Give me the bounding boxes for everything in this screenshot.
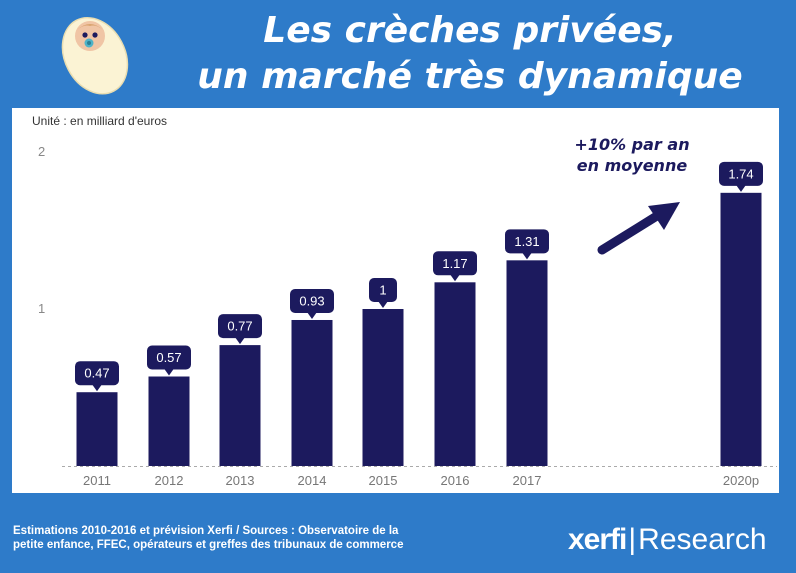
y-tick-label: 2 — [38, 144, 46, 159]
value-label-bubble — [218, 314, 262, 339]
bar — [720, 192, 762, 466]
chart-title: Les crèches privées, un marché très dyna… — [150, 8, 790, 100]
brand-part-2: Research — [638, 523, 767, 556]
value-label-pointer — [307, 311, 317, 319]
source-note: Estimations 2010-2016 et prévision Xerfi… — [13, 524, 453, 552]
value-label: 1.31 — [514, 234, 539, 249]
value-label: 1 — [379, 283, 386, 298]
bar — [506, 260, 548, 466]
brand-separator: | — [628, 523, 637, 556]
value-label: 0.57 — [156, 350, 181, 365]
value-label: 1.17 — [442, 256, 467, 271]
value-label-bubble — [433, 251, 477, 276]
growth-annotation: +10% par an en moyenne — [557, 134, 707, 176]
value-label-pointer — [92, 384, 102, 392]
bar — [291, 319, 333, 466]
value-label: 0.47 — [84, 366, 109, 381]
x-tick-label: 2011 — [83, 473, 111, 488]
title-line-2: un marché très dynamique — [197, 56, 743, 97]
arrow-up-right-icon — [597, 209, 665, 255]
value-label: 0.77 — [227, 319, 252, 334]
arrow-head — [648, 202, 680, 230]
bar — [219, 345, 261, 466]
value-label-bubble — [147, 345, 191, 370]
bar — [148, 376, 190, 466]
value-label-pointer — [522, 252, 532, 260]
bar-chart: 0.47 2011 0.57 2012 0.77 2013 0.93 2014 1 2015 1.1… — [62, 161, 777, 488]
x-tick-label: 2012 — [155, 473, 184, 488]
unit-label: Unité : en milliard d'euros — [32, 114, 168, 128]
y-tick-label: 1 — [38, 301, 46, 316]
x-tick-label: 2014 — [298, 473, 327, 488]
x-tick-label: 2017 — [513, 473, 542, 488]
x-tick-label: 2016 — [441, 473, 470, 488]
value-label-bubble — [719, 161, 763, 186]
value-label-bubble — [369, 278, 397, 302]
x-tick-label: 2020p — [723, 473, 759, 488]
value-label-bubble — [290, 288, 334, 313]
value-label-pointer — [736, 184, 746, 192]
value-label-pointer — [378, 301, 388, 308]
brand-part-1: xerfi — [568, 523, 627, 556]
source-line-2: petite enfance, FFEC, opérateurs et gref… — [13, 539, 404, 551]
baby-icon — [61, 16, 129, 95]
value-label: 1.74 — [728, 166, 753, 181]
value-label-bubble — [75, 361, 119, 386]
bar — [76, 392, 118, 466]
x-tick-label: 2015 — [369, 473, 398, 488]
annotation-line-1: +10% par an — [574, 135, 690, 154]
source-line-1: Estimations 2010-2016 et prévision Xerfi… — [13, 525, 399, 537]
chart-panel: Unité : en milliard d'euros 1 2 0.47 2011… — [12, 108, 779, 493]
value-label: 0.93 — [299, 293, 324, 308]
value-label-bubble — [505, 229, 549, 254]
value-label-pointer — [235, 337, 245, 345]
bar — [362, 309, 404, 466]
value-label-pointer — [450, 274, 460, 282]
bar — [434, 282, 476, 466]
x-tick-label: 2013 — [226, 473, 255, 488]
value-label-pointer — [164, 368, 174, 376]
annotation-line-2: en moyenne — [576, 156, 688, 175]
brand-logo: xerfi|Research — [568, 522, 767, 558]
title-line-1: Les crèches privées, — [263, 10, 677, 51]
